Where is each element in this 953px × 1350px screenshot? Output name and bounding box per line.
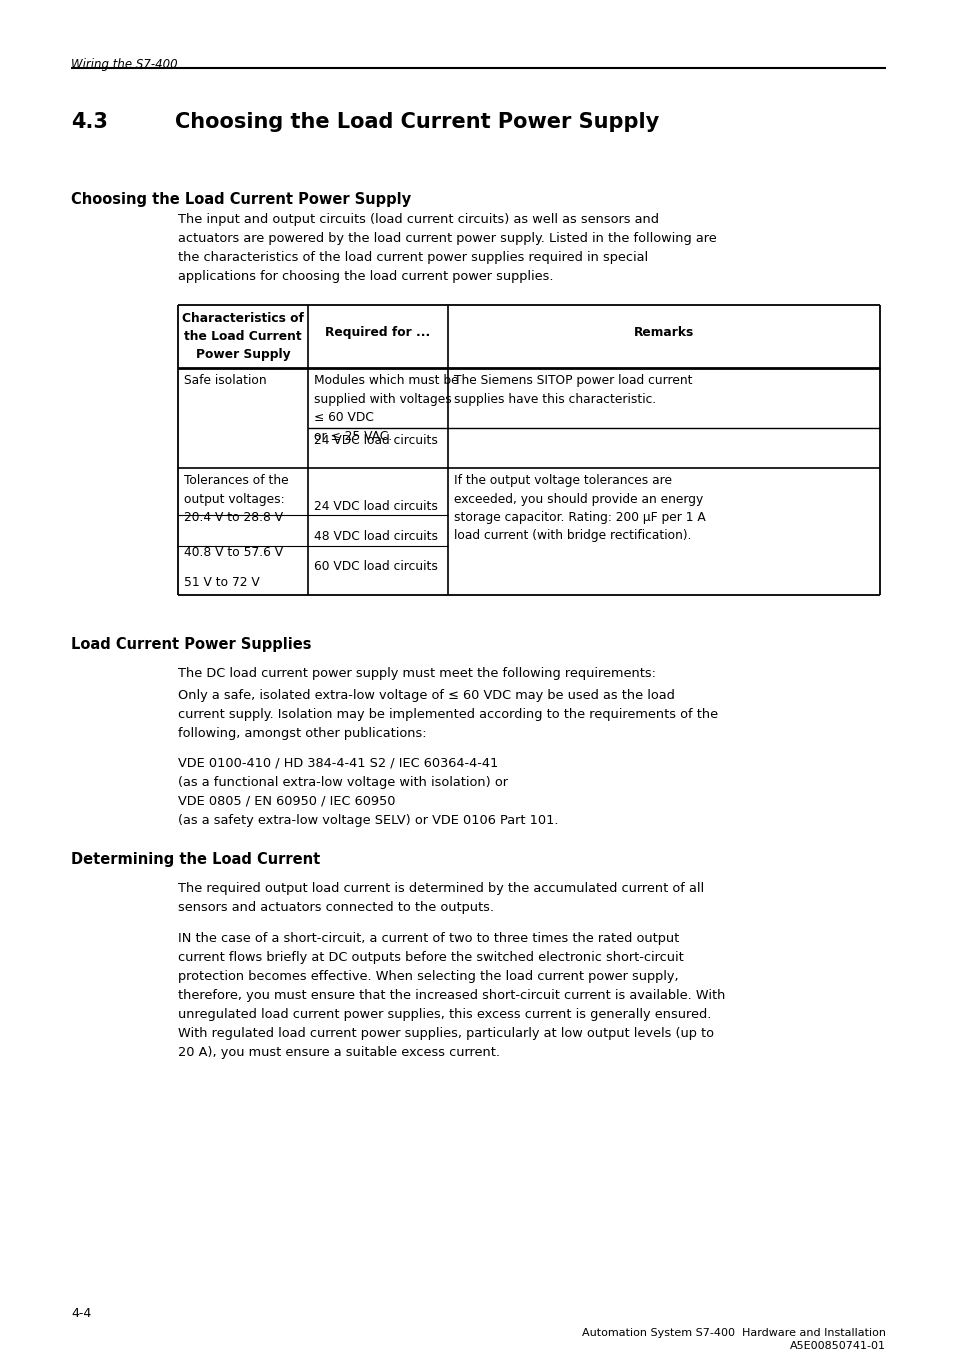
Text: Only a safe, isolated extra-low voltage of ≤ 60 VDC may be used as the load
curr: Only a safe, isolated extra-low voltage … bbox=[178, 688, 718, 740]
Text: 48 VDC load circuits: 48 VDC load circuits bbox=[314, 531, 437, 543]
Text: Wiring the S7-400: Wiring the S7-400 bbox=[71, 58, 177, 72]
Text: Choosing the Load Current Power Supply: Choosing the Load Current Power Supply bbox=[174, 112, 659, 132]
Text: 24 VDC load circuits: 24 VDC load circuits bbox=[314, 433, 437, 447]
Text: 51 V to 72 V: 51 V to 72 V bbox=[184, 576, 259, 589]
Text: The required output load current is determined by the accumulated current of all: The required output load current is dete… bbox=[178, 882, 703, 914]
Text: IN the case of a short-circuit, a current of two to three times the rated output: IN the case of a short-circuit, a curren… bbox=[178, 931, 724, 1058]
Text: Load Current Power Supplies: Load Current Power Supplies bbox=[71, 637, 312, 652]
Text: 24 VDC load circuits: 24 VDC load circuits bbox=[314, 500, 437, 513]
Text: Characteristics of
the Load Current
Power Supply: Characteristics of the Load Current Powe… bbox=[182, 312, 304, 360]
Text: Remarks: Remarks bbox=[633, 325, 694, 339]
Text: 40.8 V to 57.6 V: 40.8 V to 57.6 V bbox=[184, 545, 283, 559]
Text: Automation System S7-400  Hardware and Installation
A5E00850741-01: Automation System S7-400 Hardware and In… bbox=[581, 1328, 885, 1350]
Text: Modules which must be
supplied with voltages
≤ 60 VDC
or ≤ 25 VAC.: Modules which must be supplied with volt… bbox=[314, 374, 458, 443]
Text: Required for ...: Required for ... bbox=[325, 325, 430, 339]
Text: Choosing the Load Current Power Supply: Choosing the Load Current Power Supply bbox=[71, 192, 411, 207]
Text: The input and output circuits (load current circuits) as well as sensors and
act: The input and output circuits (load curr… bbox=[178, 213, 716, 284]
Text: If the output voltage tolerances are
exceeded, you should provide an energy
stor: If the output voltage tolerances are exc… bbox=[454, 474, 705, 543]
Text: 4-4: 4-4 bbox=[71, 1307, 91, 1320]
Text: The Siemens SITOP power load current
supplies have this characteristic.: The Siemens SITOP power load current sup… bbox=[454, 374, 692, 405]
Text: Determining the Load Current: Determining the Load Current bbox=[71, 852, 320, 867]
Text: Safe isolation: Safe isolation bbox=[184, 374, 266, 387]
Text: 60 VDC load circuits: 60 VDC load circuits bbox=[314, 560, 437, 572]
Text: The DC load current power supply must meet the following requirements:: The DC load current power supply must me… bbox=[178, 667, 656, 680]
Text: Tolerances of the
output voltages:
20.4 V to 28.8 V: Tolerances of the output voltages: 20.4 … bbox=[184, 474, 289, 524]
Text: 4.3: 4.3 bbox=[71, 112, 108, 132]
Text: VDE 0100-410 / HD 384-4-41 S2 / IEC 60364-4-41
(as a functional extra-low voltag: VDE 0100-410 / HD 384-4-41 S2 / IEC 6036… bbox=[178, 757, 558, 828]
